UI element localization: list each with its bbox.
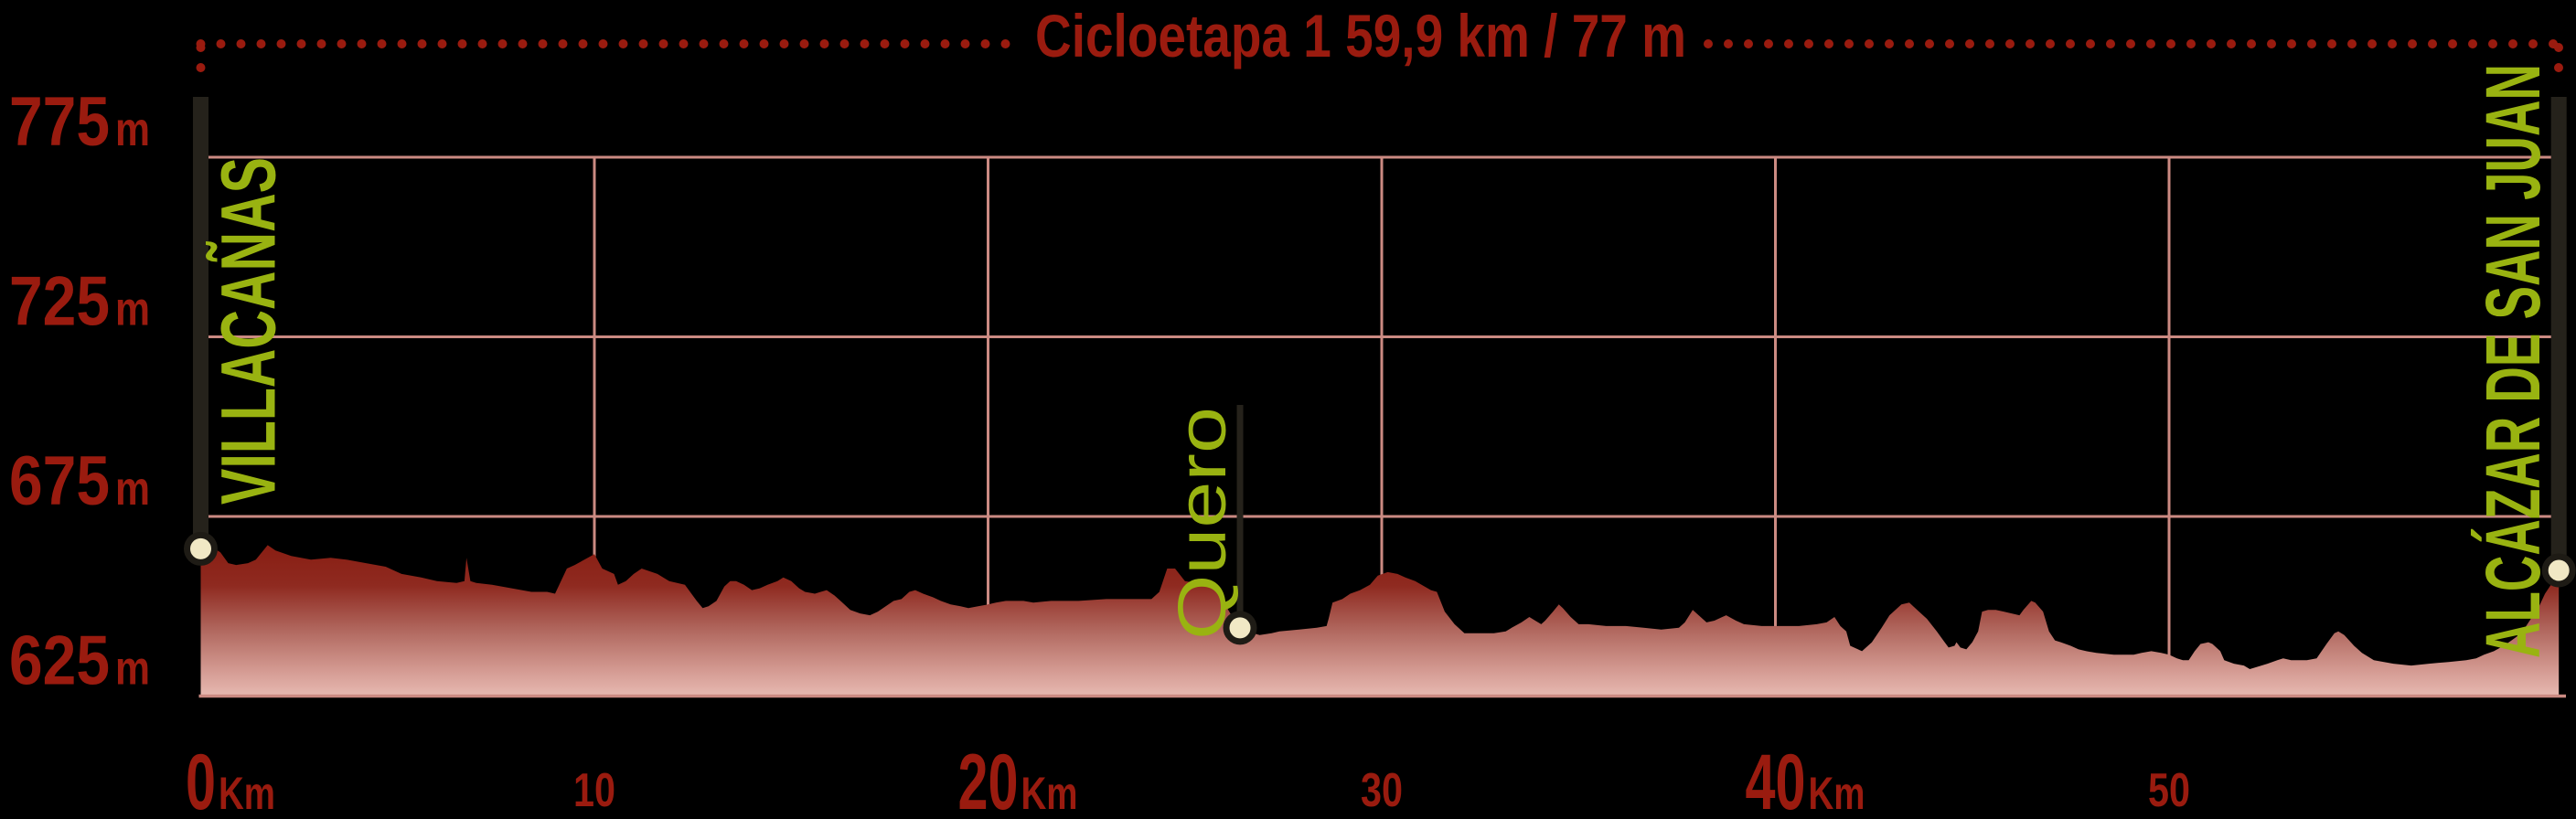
y-tick-suffix-725: m [115,283,150,336]
gridlines [200,155,2560,697]
y-tick-suffix-775: m [115,103,150,156]
chart-title: Cicloetapa 1 59,9 km / 77 m [1035,2,1686,69]
stage-dotted-frame [196,39,2563,92]
start-waypoint-dot [184,531,218,566]
y-tick-suffix-625: m [115,643,150,696]
waypoint-label-end: ALCÁZAR DE SAN JUAN [2470,64,2556,658]
x-tick-suffix-40km: Km [1809,768,1865,819]
waypoint-markers [184,97,2576,645]
y-tick-725: 725 [9,263,110,341]
x-tick-0km: 0 [186,739,216,819]
elevation-area [200,545,2560,697]
x-tick-suffix-0km: Km [219,768,275,819]
waypoint-labels: VILLACAÑAS Quero ALCÁZAR DE SAN JUAN [206,64,2557,658]
x-tick-suffix-20km: Km [1021,768,1078,819]
y-tick-625: 625 [9,622,110,700]
y-tick-675: 675 [9,442,110,520]
x-axis-tick-labels: 0 Km 10 20 Km 30 40 Km 50 [186,739,2190,819]
x-tick-40km: 40 [1746,739,1806,819]
x-tick-30km: 30 [1361,764,1403,817]
x-tick-10km: 10 [573,764,615,817]
intermediate-waypoint-dot [1223,611,1257,645]
waypoint-label-start: VILLACAÑAS [206,157,292,505]
end-waypoint-dot [2541,553,2576,588]
waypoint-label-intermediate: Quero [1164,407,1240,640]
y-tick-suffix-675: m [115,463,150,516]
y-tick-775: 775 [9,83,110,161]
x-tick-50km: 50 [2148,764,2190,817]
x-tick-20km: 20 [958,739,1019,819]
